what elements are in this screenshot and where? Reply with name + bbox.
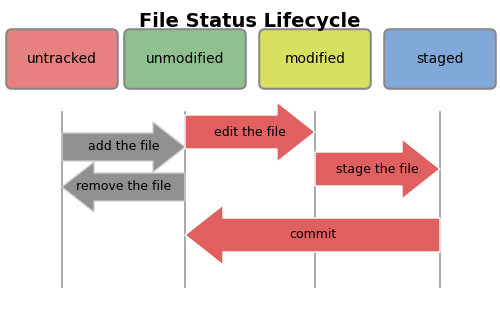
- Text: File Status Lifecycle: File Status Lifecycle: [139, 12, 361, 31]
- Text: edit the file: edit the file: [214, 126, 286, 139]
- Polygon shape: [185, 205, 440, 265]
- Text: remove the file: remove the file: [76, 180, 171, 193]
- Polygon shape: [315, 139, 440, 199]
- Text: untracked: untracked: [27, 52, 97, 66]
- Text: unmodified: unmodified: [146, 52, 224, 66]
- FancyBboxPatch shape: [6, 29, 118, 89]
- Polygon shape: [62, 122, 185, 172]
- FancyBboxPatch shape: [124, 29, 246, 89]
- FancyBboxPatch shape: [259, 29, 371, 89]
- Text: commit: commit: [289, 229, 336, 242]
- Polygon shape: [185, 102, 315, 162]
- Text: modified: modified: [284, 52, 346, 66]
- Text: add the file: add the file: [88, 140, 159, 153]
- Polygon shape: [62, 162, 185, 212]
- FancyBboxPatch shape: [384, 29, 496, 89]
- Text: stage the file: stage the file: [336, 163, 419, 176]
- Text: staged: staged: [416, 52, 464, 66]
